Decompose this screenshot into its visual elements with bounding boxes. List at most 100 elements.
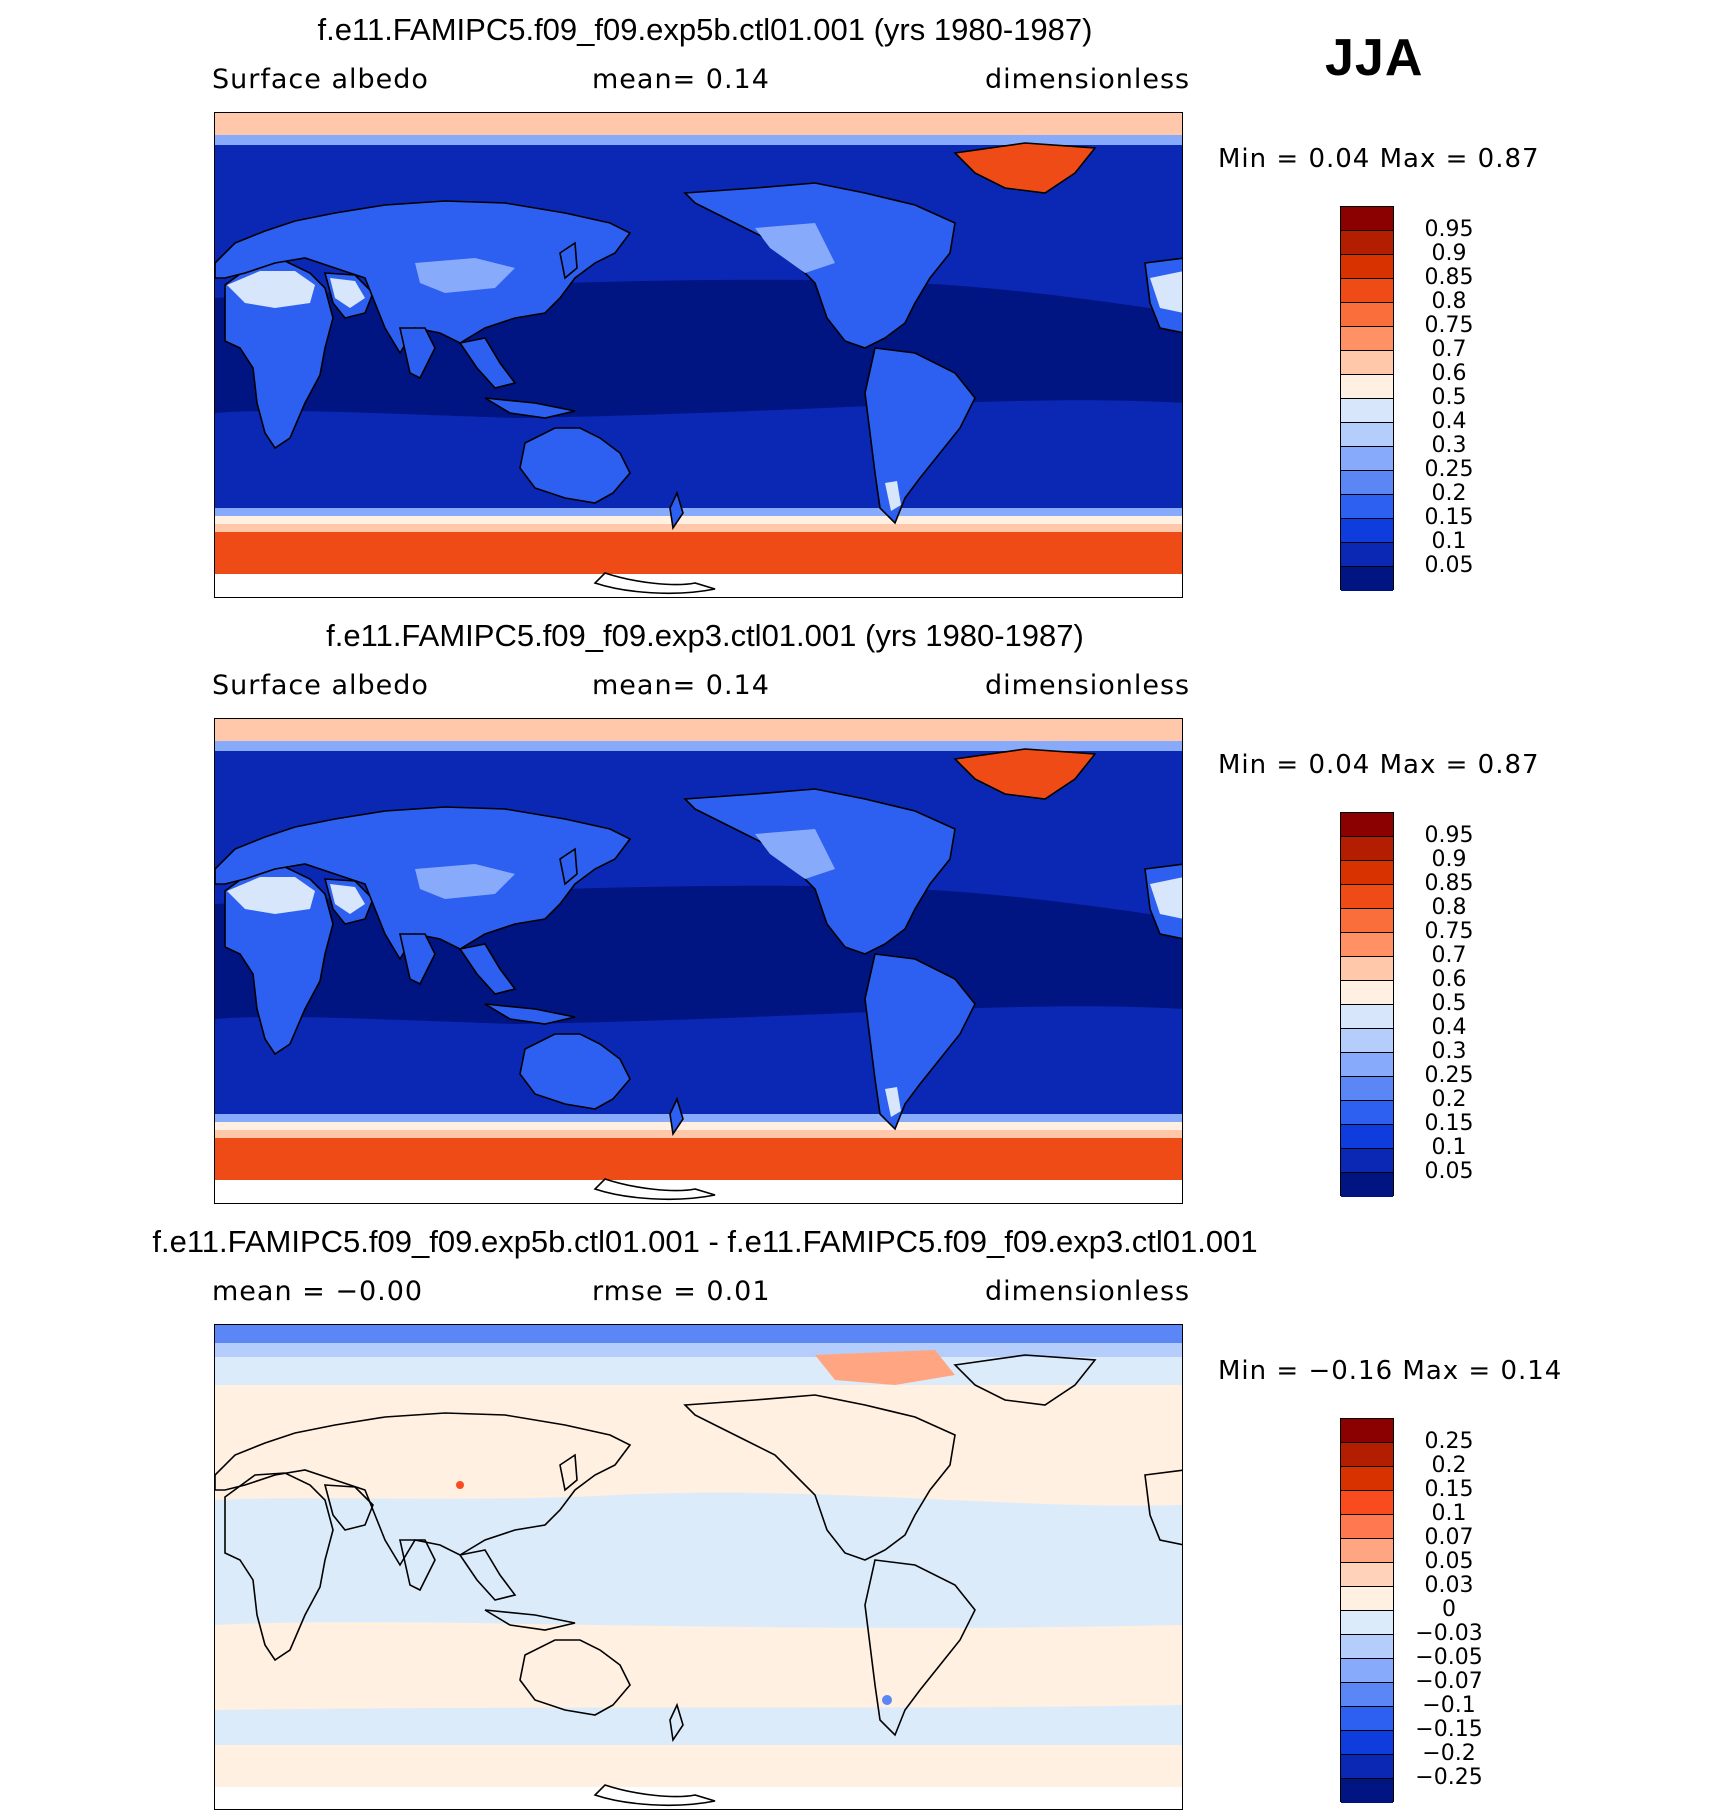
tibet-plateau	[415, 258, 515, 293]
colorbar-tick-label: 0.5	[1431, 385, 1467, 410]
land-indonesia	[484, 397, 576, 419]
arctic-strip	[215, 719, 1182, 741]
coast-africa_e	[1144, 1469, 1182, 1546]
land-japan	[559, 241, 578, 280]
coast-samerica	[864, 1559, 976, 1737]
colorbar-tick-label: 0.15	[1424, 505, 1474, 530]
map-plot	[214, 718, 1183, 1204]
land-nz	[669, 490, 684, 531]
variable-label: Surface albedo	[212, 670, 429, 701]
colorbar-box	[1341, 1149, 1393, 1173]
colorbar-tick-label: −0.1	[1422, 1693, 1476, 1718]
panel-title: f.e11.FAMIPC5.f09_f09.exp3.ctl01.001 (yr…	[326, 618, 1084, 653]
colorbar-box	[1341, 885, 1393, 909]
variable-label: Surface albedo	[212, 64, 429, 95]
colorbar-tick-label: 0.85	[1424, 265, 1474, 290]
colorbar-box	[1341, 543, 1393, 567]
colorbar-tick-label: 0	[1442, 1597, 1456, 1622]
colorbar-box	[1341, 471, 1393, 495]
colorbar-tick-label: 0.25	[1424, 1429, 1474, 1454]
colorbar-tick-label: 0.15	[1424, 1477, 1474, 1502]
colorbar-tick-label: 0.9	[1431, 241, 1467, 266]
colorbar-tick-label: −0.25	[1415, 1765, 1483, 1790]
colorbar-tick-label: 0.1	[1431, 529, 1467, 554]
missing-data	[215, 1180, 1182, 1203]
antarctic-coast	[593, 1178, 716, 1201]
diff-antarctic	[215, 1745, 1182, 1787]
colorbar-tick-label: −0.15	[1415, 1717, 1483, 1742]
colorbar-box	[1341, 327, 1393, 351]
land-greenland	[953, 142, 1097, 194]
land-india	[399, 327, 436, 380]
missing-data	[215, 1787, 1182, 1809]
diff-coldspot	[882, 1695, 892, 1705]
coast-seasia	[458, 1549, 517, 1601]
colorbar-tick-label: 0.05	[1424, 553, 1474, 578]
colorbar-box	[1341, 1683, 1393, 1707]
colorbar-tick-label: 0.95	[1424, 217, 1474, 242]
colorbar-box	[1341, 1731, 1393, 1755]
diff-positive-north	[215, 1385, 1182, 1506]
arabian-desert	[330, 884, 365, 914]
colorbar-tick-label: 0.1	[1431, 1501, 1467, 1526]
colorbar-box	[1341, 1779, 1393, 1803]
land-nz	[669, 1096, 684, 1137]
min-max-label: Min = 0.04 Max = 0.87	[1218, 144, 1540, 174]
colorbar-box	[1341, 1443, 1393, 1467]
rmse-label: rmse = 0.01	[592, 1276, 771, 1307]
arctic-strip	[215, 113, 1182, 135]
colorbar-box	[1341, 207, 1393, 231]
rockies	[755, 223, 835, 273]
colorbar-tick-label: 0.3	[1431, 433, 1467, 458]
colorbar-tick-label: 0.25	[1424, 457, 1474, 482]
map-plot	[214, 1324, 1183, 1810]
colorbar-tick-label: 0.4	[1431, 409, 1467, 434]
land-seasia	[458, 337, 517, 389]
difference-map	[215, 1325, 1182, 1809]
colorbar-tick-label: 0.15	[1424, 1111, 1474, 1136]
colorbar-box	[1341, 567, 1393, 591]
colorbar-box	[1341, 519, 1393, 543]
arctic-edge	[215, 135, 1182, 145]
colorbar-box	[1341, 1491, 1393, 1515]
colorbar-tick-label: 0.8	[1431, 289, 1467, 314]
panel-title: f.e11.FAMIPC5.f09_f09.exp5b.ctl01.001 - …	[152, 1224, 1258, 1259]
colorbar-tick-label: 0.1	[1431, 1135, 1467, 1160]
colorbar-tick-label: −0.07	[1415, 1669, 1483, 1694]
colorbar-tick-label: 0.4	[1431, 1015, 1467, 1040]
sahara-east	[1150, 271, 1182, 313]
colorbar-box	[1341, 813, 1393, 837]
albedo-map-1	[215, 113, 1182, 597]
diff-arctic-edge	[215, 1343, 1182, 1357]
colorbar-box	[1341, 1053, 1393, 1077]
missing-data	[215, 574, 1182, 597]
colorbar-tick-label: 0.2	[1431, 1453, 1467, 1478]
sea-ice-light	[215, 524, 1182, 532]
colorbar-tick-label: 0.2	[1431, 1087, 1467, 1112]
colorbar-box	[1341, 1101, 1393, 1125]
sahara-desert	[227, 877, 315, 914]
albedo-map-2	[215, 719, 1182, 1203]
colorbar-tick-label: 0.9	[1431, 847, 1467, 872]
land-seasia	[458, 943, 517, 995]
colorbar-box	[1341, 351, 1393, 375]
land-africa	[224, 866, 334, 1056]
colorbar-box	[1341, 957, 1393, 981]
colorbar-tick-label: −0.2	[1422, 1741, 1476, 1766]
min-max-label: Min = 0.04 Max = 0.87	[1218, 750, 1540, 780]
colorbar-box	[1341, 1125, 1393, 1149]
mean-label: mean = −0.00	[212, 1276, 424, 1307]
antarctic-coast	[593, 1784, 716, 1807]
map-plot	[214, 112, 1183, 598]
colorbar-tick-label: 0.95	[1424, 823, 1474, 848]
colorbar-tick-label: −0.03	[1415, 1621, 1483, 1646]
land-indonesia	[484, 1003, 576, 1025]
colorbar-tick-label: 0.85	[1424, 871, 1474, 896]
land-india	[399, 933, 436, 986]
colorbar-box	[1341, 1539, 1393, 1563]
colorbar-tick-label: 0.7	[1431, 337, 1467, 362]
season-label: JJA	[1325, 29, 1424, 87]
mean-label: mean= 0.14	[592, 64, 770, 95]
sea-ice-white	[215, 1122, 1182, 1130]
colorbar-box	[1341, 303, 1393, 327]
